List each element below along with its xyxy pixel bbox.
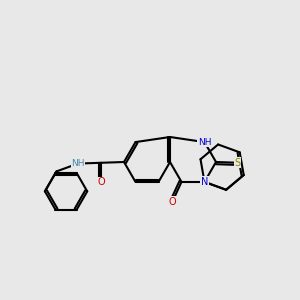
Text: S: S [235,158,241,168]
Text: O: O [97,177,105,187]
Text: O: O [169,197,176,207]
Text: NH: NH [71,159,85,168]
Text: NH: NH [198,138,211,147]
Text: N: N [201,177,208,187]
